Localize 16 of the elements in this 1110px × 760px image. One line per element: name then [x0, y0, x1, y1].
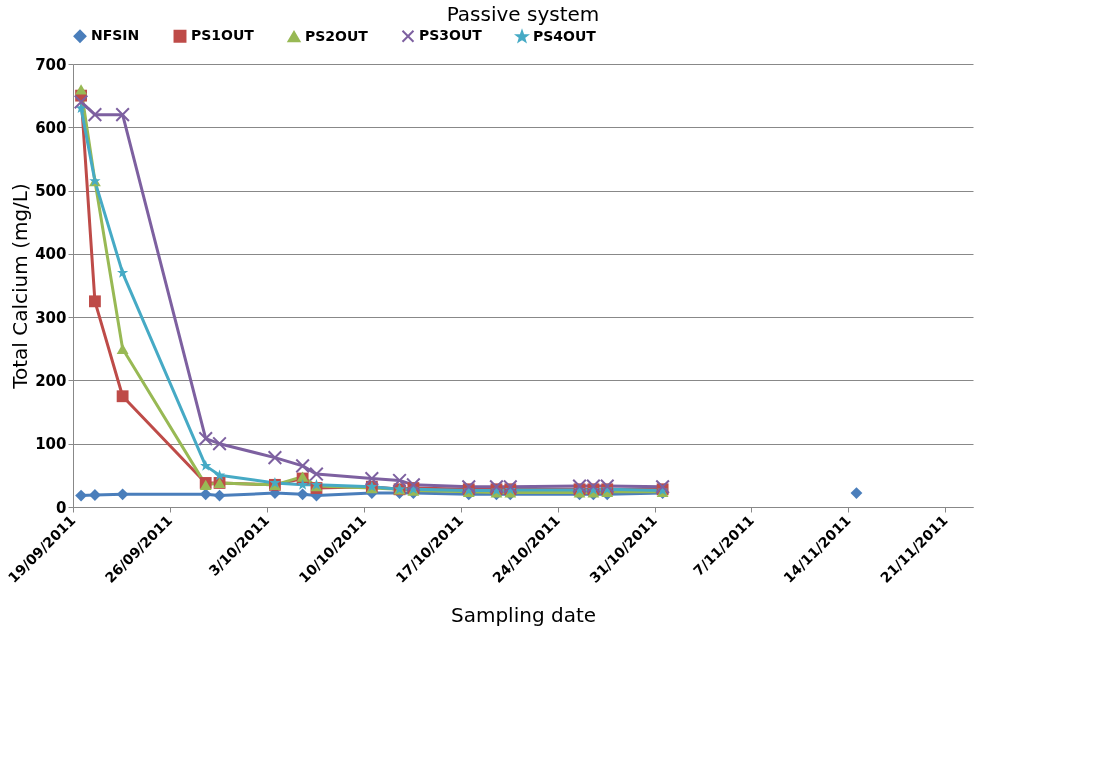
y-axis-title: Total Calcium (mg/L) — [8, 183, 33, 390]
y-tick-label: 200 — [35, 371, 67, 390]
y-tick-label: 100 — [35, 435, 67, 454]
x-axis-title: Sampling date — [450, 602, 597, 627]
legend-label: PS2OUT — [305, 27, 369, 44]
legend-label: NFSIN — [91, 27, 140, 44]
y-tick-label: 300 — [35, 308, 67, 327]
y-tick-label: 600 — [35, 118, 67, 137]
y-tick-label: 500 — [35, 182, 67, 201]
chart-title: Passive system — [446, 2, 600, 26]
legend-label: PS4OUT — [533, 27, 597, 44]
y-tick-label: 0 — [56, 498, 67, 517]
legend-label: PS1OUT — [191, 27, 255, 44]
y-tick-label: 400 — [35, 245, 67, 264]
y-tick-label: 700 — [35, 55, 67, 74]
legend-label: PS3OUT — [419, 27, 483, 44]
